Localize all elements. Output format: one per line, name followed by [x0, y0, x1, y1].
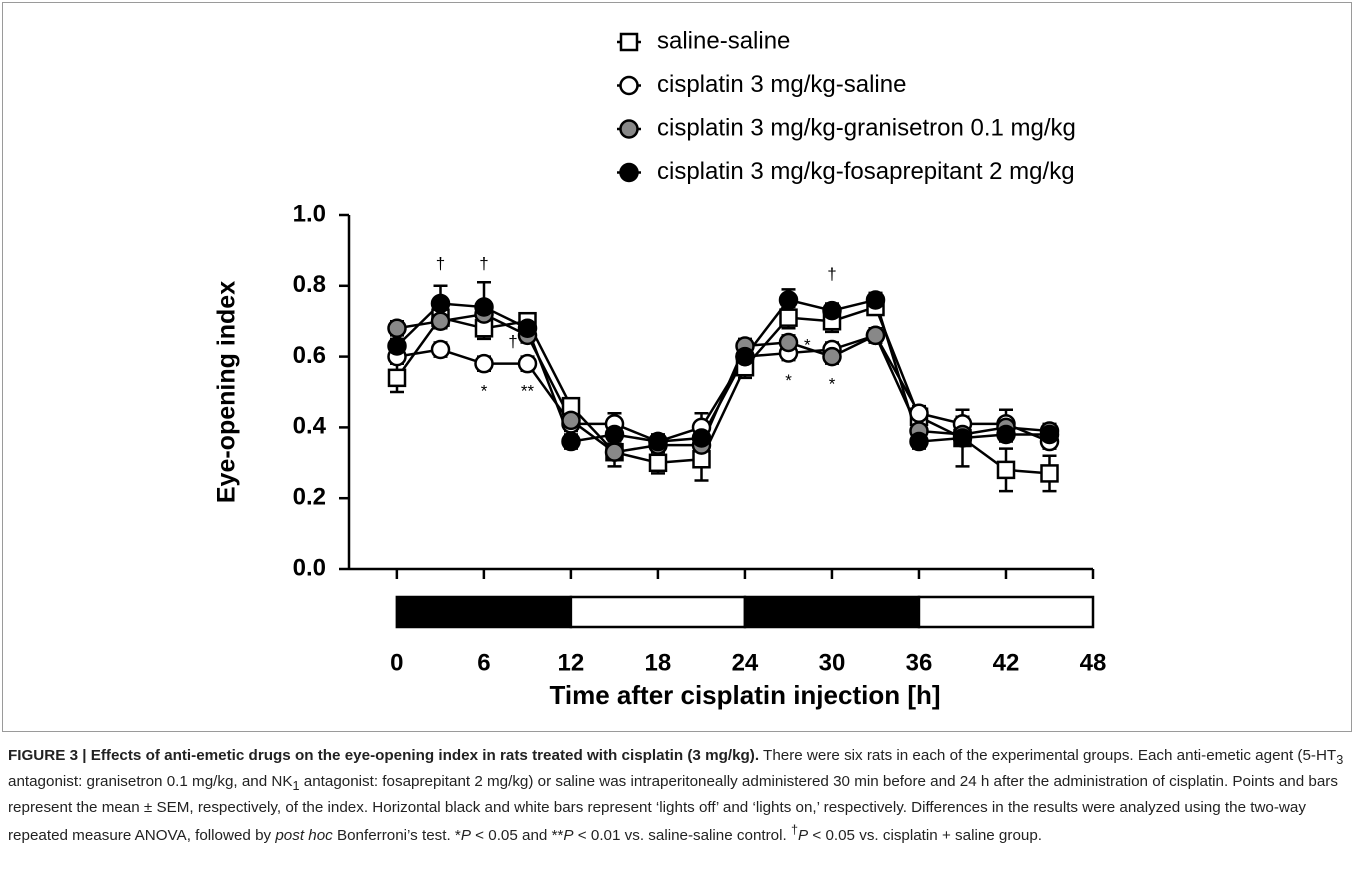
- marker: [474, 353, 494, 374]
- light-period: [569, 595, 747, 629]
- caption-sup: †: [790, 823, 798, 838]
- marker: [648, 453, 668, 473]
- marker: [430, 293, 451, 314]
- legend-label: cisplatin 3 mg/kg-fosaprepitant 2 mg/kg: [657, 158, 1075, 185]
- y-tick-label: 0.4: [293, 413, 327, 440]
- significance-mark: †: [508, 332, 517, 351]
- caption-sub: 3: [1336, 753, 1344, 768]
- significance-mark: *: [481, 381, 488, 400]
- light-period: [917, 595, 1095, 629]
- figure-frame: [2, 2, 1352, 732]
- marker: [822, 346, 842, 367]
- caption-italic: P: [798, 827, 809, 845]
- marker: [691, 428, 712, 448]
- caption-title: FIGURE 3 | Effects of anti-emetic drugs …: [8, 747, 760, 764]
- marker: [561, 410, 581, 431]
- x-axis-label: Time after cisplatin injection [h]: [549, 680, 940, 710]
- marker: [996, 424, 1016, 445]
- marker: [430, 311, 451, 331]
- marker: [865, 290, 886, 310]
- x-tick-label: 42: [993, 649, 1020, 676]
- marker: [387, 368, 407, 388]
- legend-marker: [619, 32, 639, 52]
- marker: [909, 431, 929, 452]
- marker: [952, 428, 973, 448]
- significance-mark: *: [804, 335, 811, 354]
- series-line: [396, 333, 1050, 443]
- marker: [778, 332, 799, 353]
- caption-italic: post hoc: [275, 827, 333, 845]
- caption-text: Bonferroni’s test. *: [332, 827, 461, 845]
- marker: [909, 403, 929, 423]
- light-period: [743, 595, 921, 629]
- marker: [517, 318, 538, 339]
- series-line: [396, 298, 1050, 443]
- light-period: [395, 595, 573, 629]
- legend-marker: [619, 119, 639, 139]
- caption-text: There were six rats in each of the exper…: [759, 747, 1337, 764]
- y-tick-label: 0.2: [293, 484, 326, 511]
- x-tick-label: 0: [390, 649, 403, 676]
- legend-label: cisplatin 3 mg/kg-granisetron 0.1 mg/kg: [657, 114, 1076, 141]
- significance-mark: †: [827, 265, 836, 284]
- marker: [735, 346, 755, 367]
- y-tick-label: 0.0: [293, 554, 326, 581]
- marker: [1039, 424, 1060, 445]
- caption-text: < 0.01 vs. saline-saline control.: [573, 827, 791, 845]
- x-tick-label: 12: [558, 649, 585, 676]
- caption-text: < 0.05 vs. cisplatin + saline group.: [808, 827, 1042, 845]
- marker: [778, 290, 799, 310]
- marker: [517, 353, 538, 374]
- y-tick-label: 0.8: [293, 271, 326, 298]
- marker: [996, 460, 1016, 480]
- significance-mark: †: [479, 254, 488, 273]
- marker: [430, 339, 451, 360]
- legend-label: saline-saline: [657, 27, 790, 54]
- marker: [387, 318, 407, 339]
- caption-text: < 0.05 and **: [470, 827, 564, 845]
- caption: FIGURE 3 | Effects of anti-emetic drugs …: [8, 745, 1348, 847]
- significance-mark: †: [436, 254, 445, 273]
- marker: [865, 325, 886, 346]
- y-tick-label: 1.0: [293, 200, 326, 227]
- y-tick-label: 0.6: [293, 342, 326, 369]
- significance-mark: *: [785, 371, 792, 390]
- significance-mark: **: [521, 381, 535, 400]
- x-tick-label: 24: [732, 649, 759, 676]
- marker: [1040, 464, 1059, 483]
- legend-label: cisplatin 3 mg/kg-saline: [657, 71, 906, 98]
- caption-italic: P: [563, 827, 574, 845]
- legend-marker: [619, 162, 639, 183]
- marker: [561, 431, 581, 452]
- significance-mark: *: [829, 374, 836, 393]
- x-tick-label: 36: [906, 649, 933, 676]
- y-axis-label: Eye-opening index: [213, 281, 241, 503]
- marker: [604, 424, 625, 445]
- caption-text: antagonist: granisetron 0.1 mg/kg, and N…: [8, 773, 293, 791]
- caption-sub: 1: [292, 779, 300, 794]
- chart: Eye-opening index Time after cisplatin i…: [213, 27, 1107, 710]
- marker: [387, 336, 407, 356]
- caption-italic: P: [460, 827, 471, 845]
- caption-text: antagonist: fosaprepitant 2 mg/kg) or sa…: [8, 773, 1338, 845]
- marker: [604, 442, 625, 462]
- x-tick-label: 48: [1080, 649, 1107, 676]
- marker: [474, 297, 494, 317]
- marker: [822, 300, 842, 321]
- legend-marker: [619, 75, 639, 96]
- x-tick-label: 30: [819, 649, 846, 676]
- marker: [648, 431, 668, 452]
- x-tick-label: 6: [477, 649, 490, 676]
- marker: [779, 308, 798, 327]
- x-tick-label: 18: [645, 649, 672, 676]
